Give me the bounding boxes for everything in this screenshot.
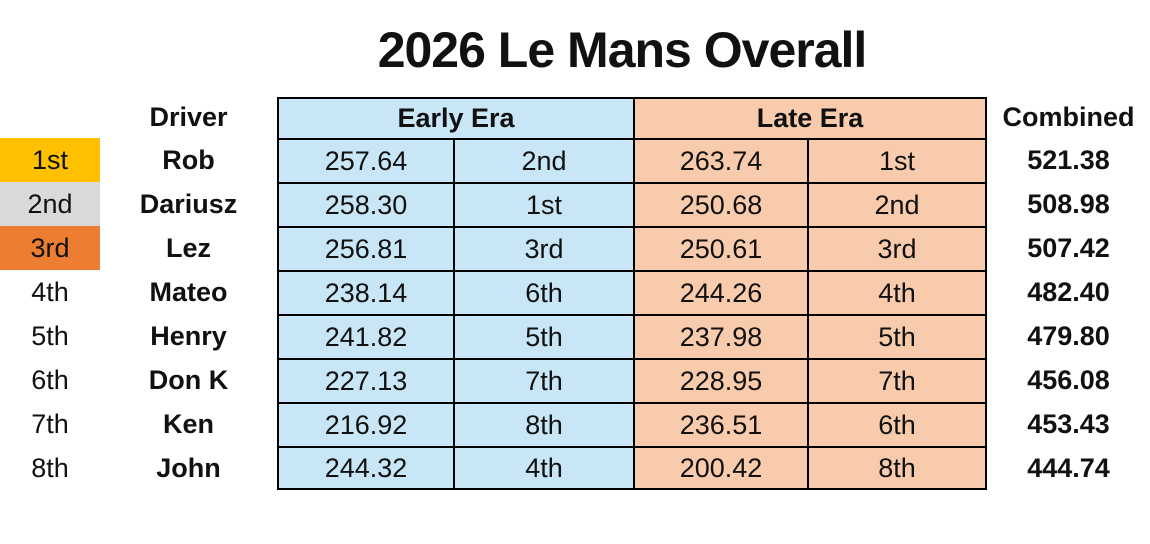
rank-cell: 4th bbox=[31, 276, 69, 307]
driver-cell: Mateo bbox=[149, 276, 228, 307]
rank-cell: 5th bbox=[31, 320, 69, 351]
column-header-driver: Driver bbox=[149, 102, 228, 132]
rank-cell: 2nd bbox=[0, 182, 100, 226]
late-score-cell: 244.26 bbox=[633, 270, 807, 314]
late-score-cell: 263.74 bbox=[633, 138, 807, 182]
late-rank-cell: 3rd bbox=[807, 226, 987, 270]
early-rank-cell: 8th bbox=[453, 402, 633, 446]
early-rank-cell: 5th bbox=[453, 314, 633, 358]
rank-cell: 3rd bbox=[0, 226, 100, 270]
late-rank-cell: 1st bbox=[807, 138, 987, 182]
driver-cell: Rob bbox=[162, 144, 215, 175]
combined-cell: 444.74 bbox=[1027, 452, 1110, 483]
early-score-cell: 257.64 bbox=[277, 138, 453, 182]
early-score-cell: 256.81 bbox=[277, 226, 453, 270]
late-score-cell: 236.51 bbox=[633, 402, 807, 446]
rank-cell: 8th bbox=[31, 452, 69, 483]
early-score-cell: 216.92 bbox=[277, 402, 453, 446]
driver-cell: John bbox=[156, 452, 221, 483]
combined-cell: 508.98 bbox=[1027, 188, 1110, 219]
late-rank-cell: 7th bbox=[807, 358, 987, 402]
rank-cell: 1st bbox=[0, 138, 100, 182]
driver-cell: Don K bbox=[148, 364, 229, 395]
late-score-cell: 200.42 bbox=[633, 446, 807, 490]
early-rank-cell: 3rd bbox=[453, 226, 633, 270]
early-rank-cell: 1st bbox=[453, 182, 633, 226]
early-score-cell: 244.32 bbox=[277, 446, 453, 490]
title-wrap: 2026 Le Mans Overall bbox=[0, 10, 1150, 90]
early-rank-cell: 2nd bbox=[453, 138, 633, 182]
early-score-cell: 227.13 bbox=[277, 358, 453, 402]
late-score-cell: 228.95 bbox=[633, 358, 807, 402]
column-header-early-era: Early Era bbox=[277, 97, 633, 138]
page-title: 2026 Le Mans Overall bbox=[377, 22, 868, 78]
combined-cell: 507.42 bbox=[1027, 232, 1110, 263]
column-header-late-era: Late Era bbox=[633, 97, 987, 138]
combined-cell: 479.80 bbox=[1027, 320, 1110, 351]
late-rank-cell: 8th bbox=[807, 446, 987, 490]
late-rank-cell: 6th bbox=[807, 402, 987, 446]
late-rank-cell: 5th bbox=[807, 314, 987, 358]
early-score-cell: 258.30 bbox=[277, 182, 453, 226]
combined-cell: 453.43 bbox=[1027, 408, 1110, 439]
early-score-cell: 238.14 bbox=[277, 270, 453, 314]
combined-cell: 482.40 bbox=[1027, 276, 1110, 307]
late-score-cell: 250.68 bbox=[633, 182, 807, 226]
early-rank-cell: 7th bbox=[453, 358, 633, 402]
driver-cell: Lez bbox=[165, 232, 211, 263]
rank-cell: 6th bbox=[31, 364, 69, 395]
combined-cell: 521.38 bbox=[1027, 144, 1110, 175]
early-rank-cell: 6th bbox=[453, 270, 633, 314]
results-table: Driver Early Era Late Era Combined 1st R… bbox=[0, 97, 1150, 490]
rank-cell: 7th bbox=[31, 408, 69, 439]
driver-cell: Henry bbox=[150, 320, 227, 351]
driver-cell: Dariusz bbox=[139, 188, 238, 219]
combined-cell: 456.08 bbox=[1027, 364, 1110, 395]
late-score-cell: 237.98 bbox=[633, 314, 807, 358]
late-rank-cell: 2nd bbox=[807, 182, 987, 226]
column-header-rank bbox=[0, 97, 100, 138]
early-rank-cell: 4th bbox=[453, 446, 633, 490]
driver-cell: Ken bbox=[162, 408, 214, 439]
late-rank-cell: 4th bbox=[807, 270, 987, 314]
column-header-combined: Combined bbox=[1002, 102, 1135, 132]
early-score-cell: 241.82 bbox=[277, 314, 453, 358]
late-score-cell: 250.61 bbox=[633, 226, 807, 270]
